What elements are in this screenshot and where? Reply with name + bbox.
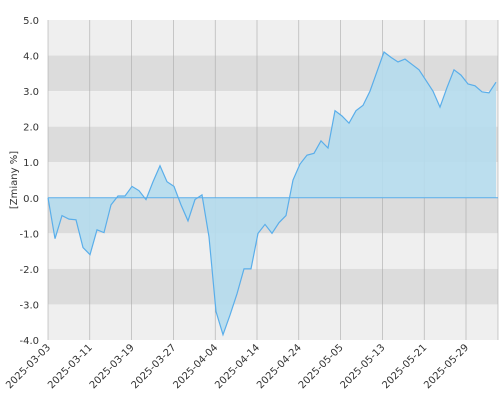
series-line [47,51,497,337]
y-tick-label: 1.0 [23,158,39,169]
y-tick-label: -3.0 [19,300,39,311]
y-tick-label: -2.0 [19,265,39,276]
y-tick-labels: 5.0 4.0 3.0 2.0 1.0 0.0 -1.0 -2.0 -3.0 -4.0 [19,16,39,347]
band [48,268,498,305]
y-tick-label: -1.0 [19,229,39,240]
series-area-fill [48,52,496,335]
y-tick-label: 0.0 [23,194,39,205]
y-axis-title: [Zmiany %] [9,151,20,209]
y-tick-label: 3.0 [23,87,39,98]
x-tick-label: 2025-05-29 [422,342,471,391]
band [48,304,498,340]
y-tick-label: 4.0 [23,52,39,63]
band [48,233,498,269]
y-tick-label: -4.0 [19,336,39,347]
band [48,55,498,92]
band [48,20,498,56]
y-tick-label: 2.0 [23,123,39,134]
y-tick-label: 5.0 [23,16,39,27]
x-tick-labels: 2025-03-032025-03-112025-03-192025-03-27… [4,342,471,391]
